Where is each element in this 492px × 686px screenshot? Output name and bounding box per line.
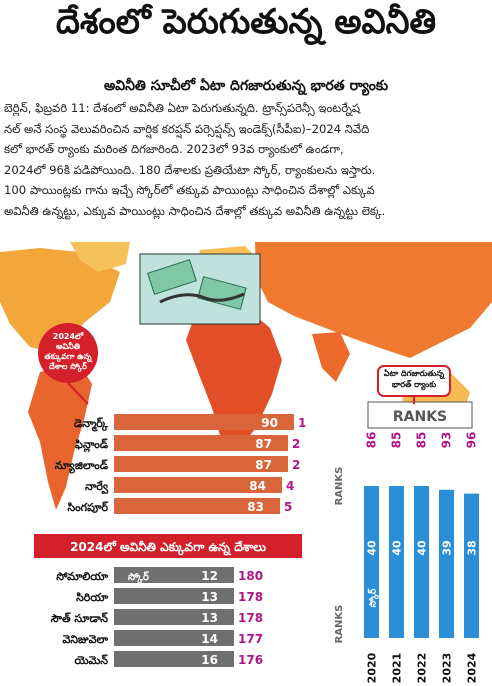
data-label: 87 bbox=[255, 458, 272, 472]
bar bbox=[364, 486, 379, 638]
category-label: ఫిన్లాండ్ bbox=[75, 438, 109, 453]
category-label: సోమాలియా bbox=[56, 570, 108, 583]
rank-label: 4 bbox=[286, 479, 294, 493]
category-label: డెన్మార్క్ bbox=[74, 417, 109, 432]
rank-label: 178 bbox=[238, 590, 263, 604]
rank-label: 96 bbox=[465, 432, 479, 449]
year-label: 2021 bbox=[391, 653, 404, 684]
low-corruption-chart: డెన్మార్క్ 90 1 ఫిన్లాండ్ 87 2 న్యూజిలాండ్ 87 2 న… bbox=[55, 414, 306, 514]
article-line: బెర్లిన్, ఫిబ్రవరి 11: దేశంలో అవినీతి ఏట… bbox=[4, 101, 361, 115]
data-label: 14 bbox=[201, 632, 218, 646]
rank-label: 177 bbox=[238, 632, 263, 646]
article-line: నల్ అనే సంస్థ వెలువరించిన వార్షిక కరప్షన… bbox=[4, 121, 370, 136]
category-label: సింగపూర్ bbox=[67, 501, 108, 514]
data-label: 40 bbox=[416, 540, 429, 556]
ranks-header-box bbox=[367, 401, 473, 429]
bar bbox=[464, 493, 479, 638]
bar bbox=[439, 489, 454, 638]
data-label: 13 bbox=[201, 590, 218, 604]
article-line: కలో భారత్ ర్యాంకు మరింత దిగజారింది. 2023… bbox=[4, 142, 344, 156]
handshake-icon bbox=[159, 292, 245, 304]
callout-low-corruption: 2024లో అవినీతి తక్కువగా ఉన్న దేశాల స్కోర… bbox=[38, 323, 98, 405]
year-label: 2024 bbox=[466, 652, 479, 683]
article-body: బెర్లిన్, ఫిబ్రవరి 11: దేశంలో అవినీతి ఏట… bbox=[4, 98, 488, 221]
bar bbox=[114, 456, 288, 472]
bar bbox=[114, 588, 234, 604]
map-asia bbox=[255, 242, 492, 358]
currency-note-icon bbox=[147, 259, 197, 295]
india-rank-chart: 40 86 2020 40 85 2021 40 85 2022 39 93 2023 38 96 2024… bbox=[364, 432, 479, 684]
data-label: 13 bbox=[201, 611, 218, 625]
category-label: నార్వే bbox=[85, 480, 109, 494]
bar bbox=[389, 486, 404, 638]
data-label: 84 bbox=[249, 479, 266, 493]
bar bbox=[414, 486, 429, 638]
data-label: 40 bbox=[391, 540, 404, 556]
map-south-america bbox=[28, 362, 92, 510]
chart-graphic: RANKS 2024లో అవినీతి తక్కువగా ఉన్న దేశాల… bbox=[0, 242, 492, 686]
callout-india: ఏటా దిగజారుతున్న భారత్ ర్యాంకు bbox=[377, 365, 451, 404]
map-north-america bbox=[0, 248, 120, 352]
article-line: 2024లో 96కి పడిపోయింది. 180 దేశాలకు ప్రత… bbox=[4, 162, 376, 177]
rank-label: 86 bbox=[365, 432, 379, 449]
data-label: 12 bbox=[201, 569, 218, 583]
section-title: 2024లో అవినీతి ఎక్కువగా ఉన్న దేశాలు bbox=[70, 540, 266, 556]
data-label: 90 bbox=[261, 416, 278, 430]
ranks-vertical-label-bottom: RANKS bbox=[334, 605, 345, 644]
bar bbox=[114, 477, 282, 493]
callout-low-label: 2024లో అవినీతి తక్కువగా ఉన్న దేశాల స్కోర… bbox=[44, 332, 92, 371]
data-label: 87 bbox=[255, 437, 272, 451]
bar bbox=[114, 651, 234, 667]
subheadline: అవినీతి సూచీలో ఏటా దిగజారుతున్న భారత ర్య… bbox=[103, 78, 389, 94]
data-label: 38 bbox=[466, 540, 479, 555]
rank-label: 180 bbox=[238, 569, 263, 583]
rank-label: 5 bbox=[284, 500, 292, 514]
india-ranks-panel: RANKS bbox=[367, 401, 473, 429]
bar bbox=[114, 414, 294, 430]
bar bbox=[114, 567, 234, 583]
bribe-illustration bbox=[139, 253, 261, 325]
headline: దేశంలో పెరుగుతున్న అవినీతి bbox=[55, 2, 437, 42]
article-line: అవినీతి ఉన్నట్టు, ఎక్కువ పాయింట్లు సాధిం… bbox=[4, 203, 386, 218]
ranks-vertical-label-top: RANKS bbox=[334, 467, 345, 506]
callout-india-label: ఏటా దిగజారుతున్న భారత్ ర్యాంకు bbox=[383, 369, 445, 389]
category-label: న్యూజిలాండ్ bbox=[55, 459, 109, 474]
article-line: 100 పాయింట్లకు గాను ఇచ్చే స్కోర్‌లో తక్క… bbox=[4, 183, 375, 197]
ranks-header-label: RANKS bbox=[393, 409, 447, 425]
rank-label: 2 bbox=[292, 458, 300, 472]
data-label: 40 bbox=[366, 540, 379, 556]
rank-label: 178 bbox=[238, 611, 263, 625]
data-label: 83 bbox=[247, 500, 264, 514]
category-label: వెనిజువెలా bbox=[62, 633, 108, 646]
section-high-corruption: 2024లో అవినీతి ఎక్కువగా ఉన్న దేశాలు bbox=[34, 534, 302, 558]
high-corruption-chart: సోమాలియా 12 180 స్కోర్ సిరియా 13 178 సౌత్ సూడాన… bbox=[51, 567, 263, 667]
category-label: సిరియా bbox=[76, 591, 108, 604]
year-label: 2022 bbox=[416, 653, 429, 684]
rank-label: 93 bbox=[440, 432, 454, 449]
data-label: 39 bbox=[441, 540, 454, 555]
year-label: 2023 bbox=[441, 653, 454, 684]
score-tag: స్కోర్ bbox=[368, 588, 380, 607]
section-title-bar bbox=[34, 534, 302, 558]
year-label: 2020 bbox=[366, 652, 379, 683]
category-label: యెమెన్ bbox=[74, 654, 108, 667]
data-label: 16 bbox=[201, 653, 218, 667]
rank-label: 85 bbox=[415, 432, 429, 449]
rank-label: 2 bbox=[292, 437, 300, 451]
currency-note-icon bbox=[197, 276, 247, 310]
bar bbox=[114, 435, 288, 451]
score-tag: స్కోర్ bbox=[128, 571, 150, 584]
map-greenland bbox=[70, 242, 130, 272]
bar bbox=[114, 630, 234, 646]
map-south-asia bbox=[312, 332, 350, 382]
bar bbox=[114, 609, 234, 625]
bar bbox=[114, 498, 280, 514]
category-label: సౌత్ సూడాన్ bbox=[51, 612, 108, 625]
rank-label: 85 bbox=[390, 432, 404, 449]
rank-label: 1 bbox=[298, 416, 306, 430]
rank-label: 176 bbox=[238, 653, 263, 667]
